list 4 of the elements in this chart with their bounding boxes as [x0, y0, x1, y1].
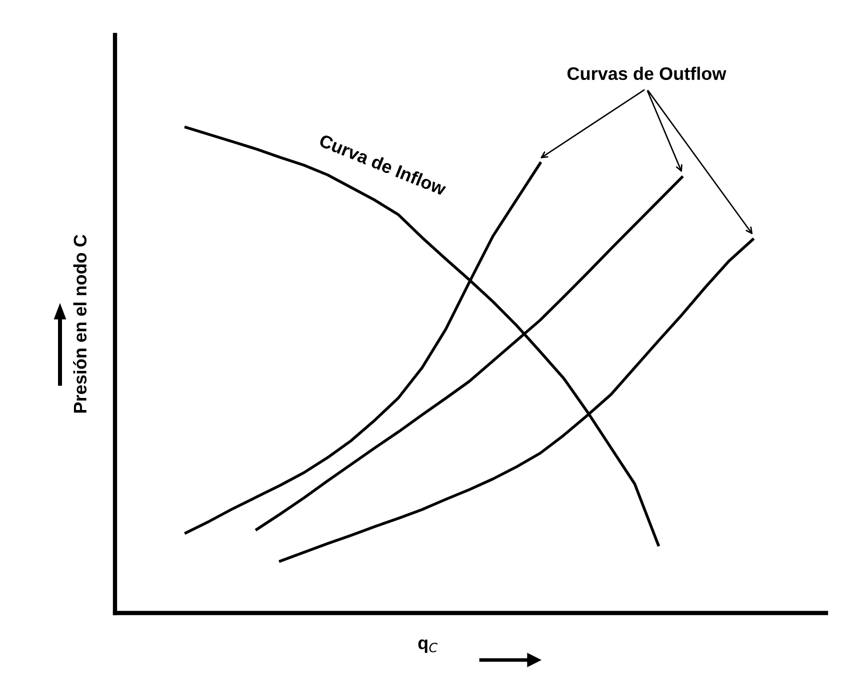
x-axis-title: q$_{C}$ — [418, 639, 438, 653]
annotation: Curva de Inflow — [318, 133, 448, 196]
text: Curvas de Outflow — [567, 66, 726, 80]
y-axis-title: Presión en el nodo C — [73, 234, 87, 413]
